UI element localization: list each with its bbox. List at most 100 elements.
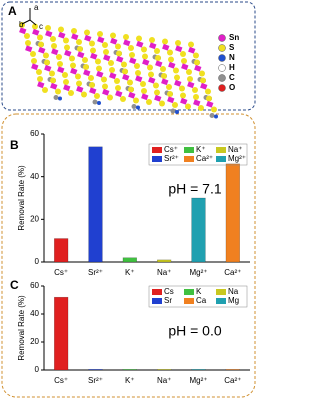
x-tick-label: Na⁺: [157, 268, 171, 277]
atom-s: [102, 42, 108, 48]
atom-sn: [174, 79, 182, 87]
atom-n: [175, 110, 179, 114]
bar: [88, 369, 103, 371]
atom-sn: [180, 97, 188, 105]
atom-s: [211, 106, 217, 113]
atom-s: [198, 105, 204, 111]
bar: [122, 257, 137, 263]
legend-label: S: [229, 43, 235, 52]
legend-swatch: [216, 289, 226, 295]
atom-s: [110, 32, 116, 39]
atom-sn: [116, 55, 124, 63]
atom-s: [122, 68, 128, 75]
atom-s: [149, 37, 155, 43]
legend-label: Ca²⁺: [196, 154, 213, 163]
atom-s: [162, 38, 168, 45]
annotation: pH = 7.1: [168, 181, 222, 197]
atom-s: [115, 85, 121, 91]
x-tick-label: Ca²⁺: [224, 376, 241, 385]
y-tick-label: 20: [30, 214, 39, 223]
atom-s: [82, 57, 88, 63]
atom-s: [56, 54, 62, 60]
atom-s: [147, 64, 153, 71]
legend-swatch: [216, 147, 226, 153]
atom-s: [114, 78, 120, 84]
y-tick-label: 60: [30, 281, 39, 290]
atom-s: [128, 86, 134, 93]
x-tick-label: Mg²⁺: [190, 376, 208, 385]
atom-sn: [77, 51, 85, 59]
atom-s: [36, 69, 42, 75]
legend-swatch: [216, 298, 226, 304]
atom-s: [55, 88, 61, 95]
atom-s: [62, 72, 68, 78]
y-axis-label: Removal Rate (%): [17, 165, 26, 231]
bar: [54, 296, 69, 371]
legend-swatch: [152, 147, 162, 153]
atom-sn: [70, 67, 78, 75]
atom-s: [109, 67, 115, 73]
atom-s: [140, 81, 146, 87]
bar: [88, 146, 103, 263]
x-tick-label: Cs⁺: [54, 268, 68, 277]
atom-c: [92, 99, 98, 105]
atom-s: [121, 61, 127, 68]
atom-s: [135, 70, 141, 76]
bar: [54, 238, 69, 263]
atom-sn: [110, 37, 118, 45]
bar: [225, 369, 240, 371]
legend-label: Na⁺: [228, 145, 242, 154]
legend-label: Mg: [228, 296, 239, 305]
atom-s: [186, 69, 192, 75]
y-tick-label: 0: [35, 365, 40, 374]
atom-s: [50, 36, 56, 42]
atom-s: [173, 67, 179, 74]
bar: [191, 197, 206, 263]
atom-s: [155, 55, 161, 61]
atom-sn: [89, 87, 97, 95]
atom-s: [31, 58, 37, 64]
atom-s: [30, 51, 36, 57]
annotation: pH = 0.0: [168, 323, 222, 339]
atom-sn: [25, 45, 33, 53]
atom-s: [64, 44, 70, 51]
atom-sn: [194, 64, 202, 72]
atom-n: [97, 101, 101, 105]
atom-s: [192, 87, 198, 93]
atom-n: [136, 105, 140, 110]
atom-sn: [162, 43, 170, 51]
atom-s: [57, 61, 63, 67]
atom-sn: [96, 70, 104, 78]
atom-s: [146, 99, 152, 105]
atom-sn: [187, 81, 195, 89]
atom-s: [89, 40, 95, 47]
atom-s: [193, 52, 199, 59]
x-tick-label: Mg²⁺: [190, 268, 208, 277]
atom-s: [84, 29, 90, 36]
atom-s: [123, 34, 129, 40]
atom-s: [141, 46, 147, 53]
atom-sn: [58, 31, 66, 39]
atom-n: [58, 96, 62, 101]
atom-s: [96, 65, 102, 72]
bar: [191, 369, 206, 371]
atom-s: [63, 79, 69, 85]
legend-swatch: [184, 289, 194, 295]
y-axis-label: Removal Rate (%): [17, 295, 26, 361]
atom-sn: [181, 63, 189, 71]
atom-sn: [123, 39, 131, 47]
y-tick-label: 0: [35, 257, 40, 266]
atom-sn: [102, 88, 110, 96]
atom-s: [136, 35, 142, 42]
atom-s: [180, 92, 186, 99]
atom-sn: [44, 64, 52, 72]
atom-s: [75, 73, 81, 80]
atom-s: [58, 26, 64, 33]
atom-s: [174, 74, 180, 81]
atom-sn: [129, 57, 137, 65]
atom-s: [180, 51, 186, 57]
atom-s: [102, 83, 108, 90]
atom-s: [206, 95, 212, 102]
legend-swatch: [152, 298, 162, 304]
legend-label: O: [229, 83, 235, 92]
